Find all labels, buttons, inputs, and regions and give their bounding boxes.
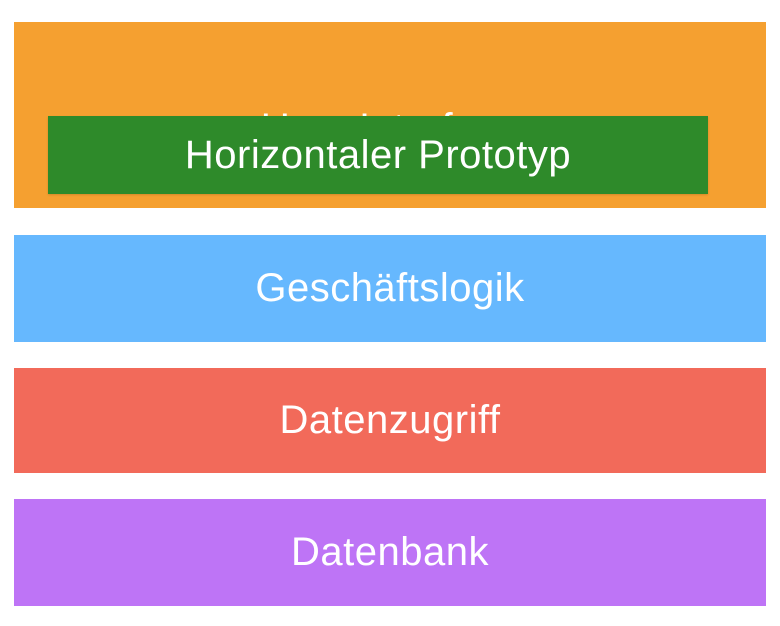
layer-data-access: Datenzugriff [14,368,766,473]
layer-business-logic: Geschäftslogik [14,235,766,342]
horizontal-prototype-band: Horizontaler Prototyp [48,116,708,194]
layer-business-logic-label: Geschäftslogik [255,266,525,310]
layer-data-access-label: Datenzugriff [279,398,501,442]
layer-database: Datenbank [14,499,766,606]
layer-database-label: Datenbank [291,530,489,574]
horizontal-prototype-label: Horizontaler Prototyp [184,132,572,177]
